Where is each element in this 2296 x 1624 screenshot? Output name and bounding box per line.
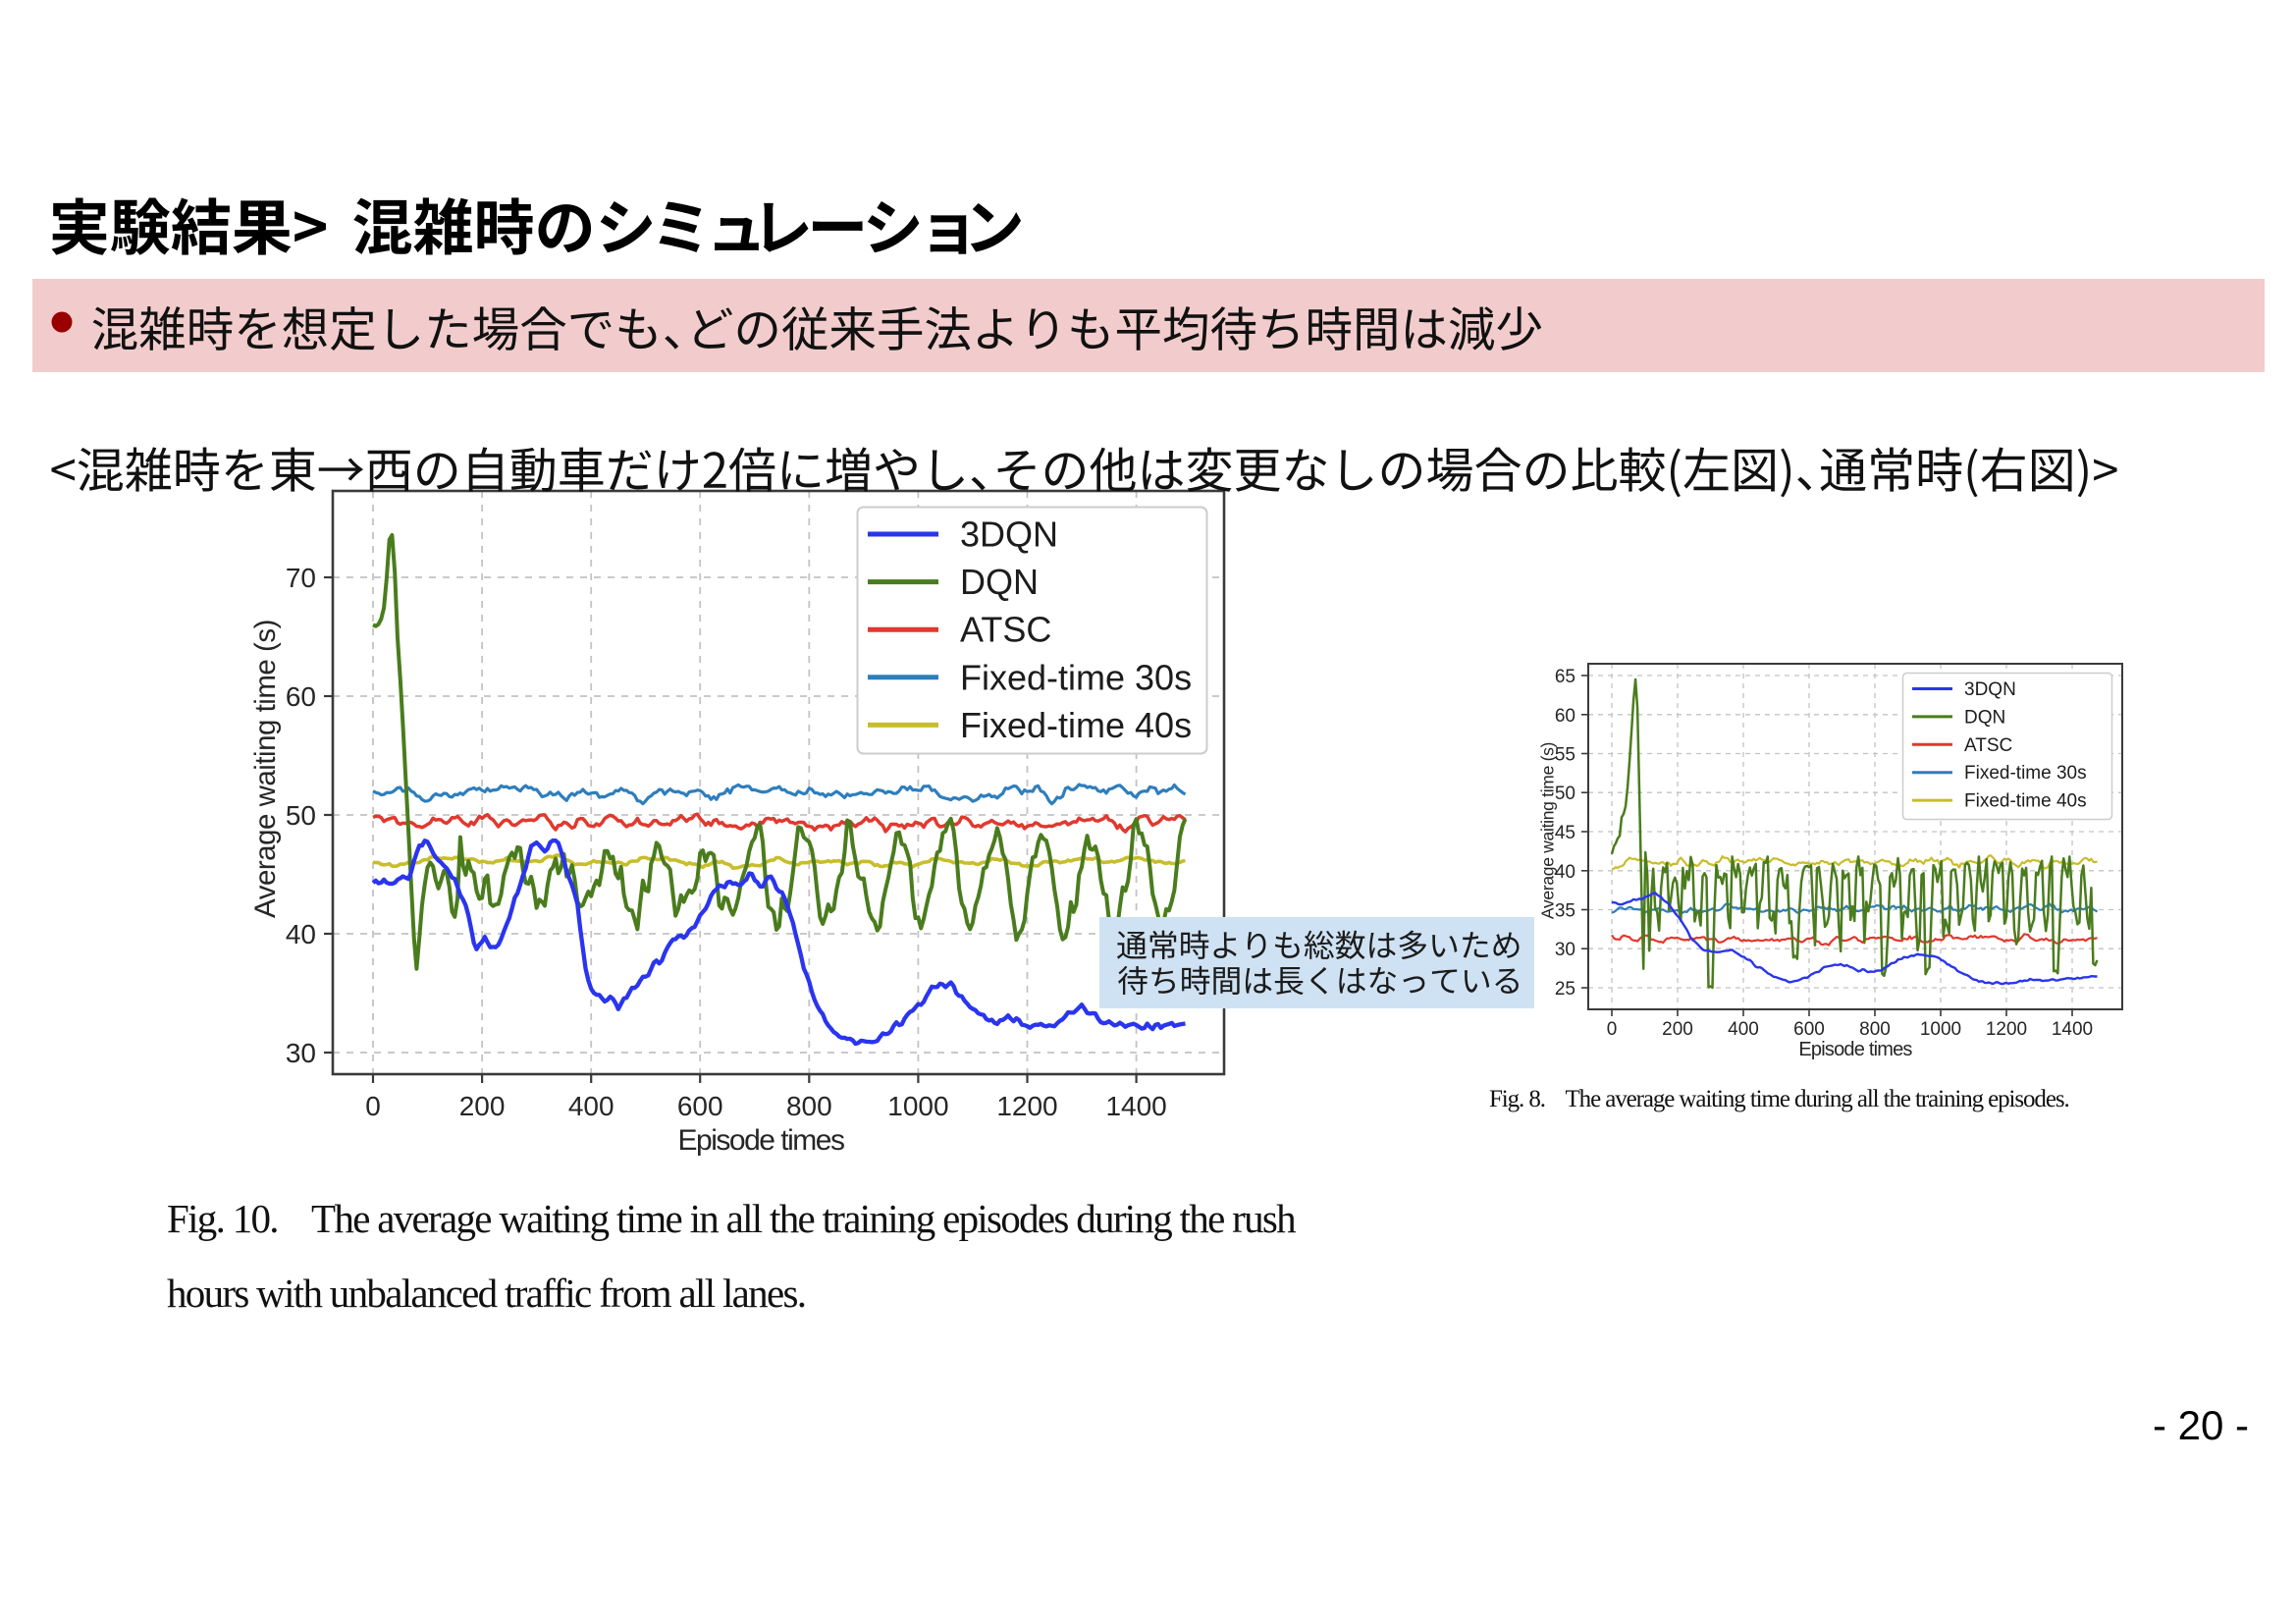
svg-text:60: 60 — [286, 681, 316, 712]
svg-text:55: 55 — [1555, 745, 1575, 766]
svg-text:30: 30 — [1555, 940, 1575, 960]
svg-text:65: 65 — [1555, 667, 1575, 687]
svg-text:ATSC: ATSC — [960, 610, 1051, 650]
svg-text:Fixed-time 40s: Fixed-time 40s — [960, 705, 1192, 745]
svg-text:60: 60 — [1555, 706, 1575, 727]
svg-text:0: 0 — [1607, 1019, 1618, 1040]
svg-text:Episode times: Episode times — [678, 1124, 844, 1157]
svg-text:40: 40 — [1555, 862, 1575, 883]
svg-text:50: 50 — [1555, 784, 1575, 804]
svg-text:1000: 1000 — [887, 1091, 948, 1121]
svg-text:25: 25 — [1555, 979, 1575, 1000]
svg-text:40: 40 — [286, 919, 316, 949]
svg-text:ATSC: ATSC — [1964, 735, 2012, 756]
svg-text:Fixed-time 40s: Fixed-time 40s — [1964, 791, 2087, 812]
svg-text:50: 50 — [286, 800, 316, 831]
svg-text:800: 800 — [1859, 1019, 1891, 1040]
svg-text:1400: 1400 — [1105, 1091, 1166, 1121]
svg-text:3DQN: 3DQN — [1964, 679, 2016, 700]
svg-text:Fixed-time 30s: Fixed-time 30s — [960, 657, 1192, 697]
svg-text:Episode times: Episode times — [1798, 1039, 1912, 1060]
svg-text:1200: 1200 — [996, 1091, 1057, 1121]
svg-text:0: 0 — [365, 1091, 381, 1121]
svg-text:3DQN: 3DQN — [960, 514, 1058, 555]
svg-text:70: 70 — [286, 563, 316, 593]
svg-text:800: 800 — [786, 1091, 832, 1121]
svg-text:Average waiting time (s): Average waiting time (s) — [1538, 742, 1558, 919]
svg-text:1000: 1000 — [1920, 1019, 1961, 1040]
svg-text:1400: 1400 — [2052, 1019, 2093, 1040]
svg-text:200: 200 — [1662, 1019, 1693, 1040]
svg-text:400: 400 — [568, 1091, 614, 1121]
svg-text:600: 600 — [1793, 1019, 1825, 1040]
svg-text:600: 600 — [677, 1091, 723, 1121]
svg-text:1200: 1200 — [1986, 1019, 2027, 1040]
svg-text:DQN: DQN — [960, 562, 1039, 602]
svg-text:400: 400 — [1728, 1019, 1759, 1040]
svg-text:200: 200 — [459, 1091, 506, 1121]
svg-text:Average waiting time (s): Average waiting time (s) — [249, 620, 282, 918]
svg-text:DQN: DQN — [1964, 707, 2005, 728]
svg-text:Fixed-time 30s: Fixed-time 30s — [1964, 763, 2087, 784]
svg-text:45: 45 — [1555, 823, 1575, 843]
svg-text:35: 35 — [1555, 901, 1575, 922]
svg-text:30: 30 — [286, 1038, 316, 1068]
